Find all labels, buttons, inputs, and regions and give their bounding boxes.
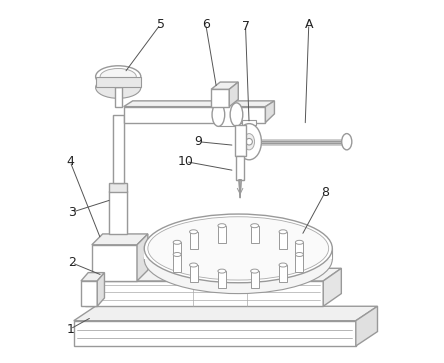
Ellipse shape — [218, 269, 226, 273]
Polygon shape — [211, 82, 238, 89]
Polygon shape — [123, 107, 266, 123]
Polygon shape — [81, 273, 104, 281]
Ellipse shape — [190, 230, 198, 234]
Polygon shape — [251, 226, 258, 243]
Polygon shape — [92, 245, 137, 281]
Polygon shape — [85, 268, 341, 281]
Polygon shape — [173, 242, 181, 260]
Ellipse shape — [251, 224, 258, 228]
Polygon shape — [144, 248, 332, 259]
Polygon shape — [229, 82, 238, 107]
Polygon shape — [279, 265, 287, 282]
Polygon shape — [96, 77, 141, 87]
Ellipse shape — [173, 240, 181, 244]
Polygon shape — [81, 281, 97, 306]
Text: A: A — [305, 18, 313, 31]
Polygon shape — [266, 101, 274, 123]
Ellipse shape — [279, 230, 287, 234]
Polygon shape — [251, 271, 258, 289]
Ellipse shape — [237, 124, 262, 160]
Polygon shape — [92, 234, 148, 245]
Polygon shape — [220, 257, 256, 281]
Polygon shape — [115, 87, 122, 107]
Ellipse shape — [246, 138, 252, 145]
Polygon shape — [356, 306, 377, 346]
Ellipse shape — [251, 269, 258, 273]
Polygon shape — [295, 242, 303, 260]
Text: 3: 3 — [68, 206, 76, 219]
Polygon shape — [256, 251, 264, 281]
Polygon shape — [85, 281, 323, 306]
Ellipse shape — [173, 253, 181, 257]
Ellipse shape — [244, 134, 254, 150]
Polygon shape — [113, 115, 123, 183]
Polygon shape — [242, 120, 256, 126]
Polygon shape — [137, 234, 148, 281]
Text: 6: 6 — [202, 18, 210, 31]
Text: 4: 4 — [66, 155, 74, 168]
Polygon shape — [235, 126, 246, 156]
Ellipse shape — [100, 69, 136, 85]
Polygon shape — [97, 273, 104, 306]
Polygon shape — [218, 226, 226, 243]
Ellipse shape — [95, 66, 141, 87]
Text: 8: 8 — [321, 186, 329, 199]
Text: 1: 1 — [66, 323, 74, 335]
Polygon shape — [211, 89, 229, 107]
Text: 2: 2 — [68, 256, 76, 269]
Ellipse shape — [279, 263, 287, 267]
Ellipse shape — [295, 253, 303, 257]
Ellipse shape — [230, 103, 243, 126]
Polygon shape — [74, 321, 356, 346]
Polygon shape — [173, 254, 181, 272]
Polygon shape — [109, 191, 127, 234]
Ellipse shape — [295, 240, 303, 244]
Polygon shape — [218, 103, 237, 126]
Polygon shape — [123, 101, 274, 107]
Polygon shape — [323, 268, 341, 306]
Polygon shape — [220, 251, 264, 257]
Ellipse shape — [342, 134, 352, 150]
Ellipse shape — [144, 214, 332, 283]
Polygon shape — [237, 156, 244, 180]
Polygon shape — [239, 180, 241, 198]
Polygon shape — [218, 271, 226, 289]
Text: 5: 5 — [157, 18, 165, 31]
Ellipse shape — [144, 225, 332, 294]
Ellipse shape — [212, 103, 225, 126]
Polygon shape — [190, 265, 198, 282]
Polygon shape — [190, 232, 198, 249]
Ellipse shape — [95, 77, 141, 98]
Text: 7: 7 — [242, 20, 250, 33]
Ellipse shape — [190, 263, 198, 267]
Polygon shape — [295, 254, 303, 272]
Text: 10: 10 — [178, 155, 194, 168]
Polygon shape — [74, 306, 377, 321]
Polygon shape — [109, 183, 127, 192]
Polygon shape — [279, 232, 287, 249]
Ellipse shape — [218, 224, 226, 228]
Text: 9: 9 — [194, 135, 202, 148]
Ellipse shape — [148, 217, 329, 280]
